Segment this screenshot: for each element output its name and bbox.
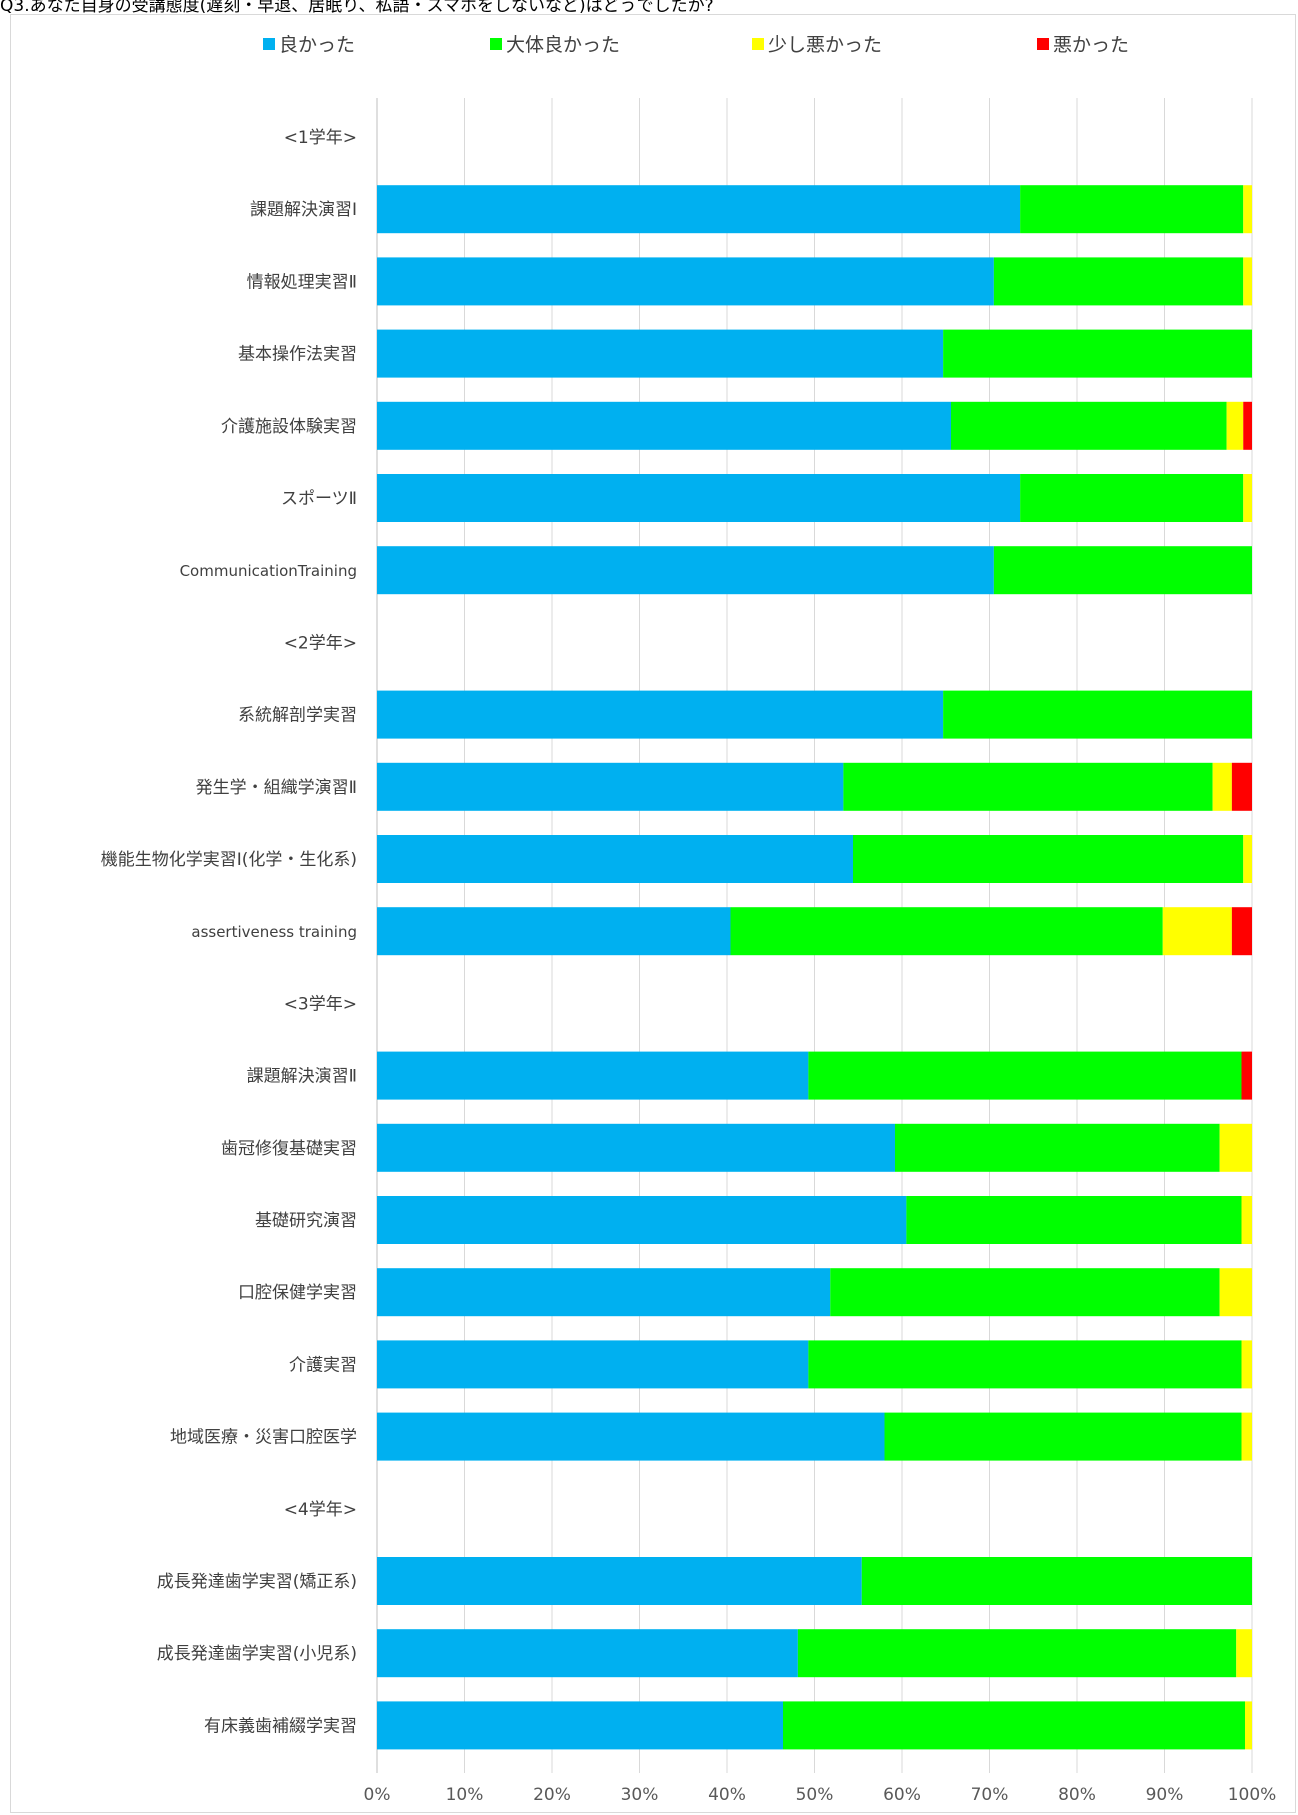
category-label: <1学年> [284,128,357,148]
bar-segment [808,1340,1241,1388]
bar-segment [1020,185,1243,233]
bar-segment [377,1124,895,1172]
bar-segment [1243,402,1252,450]
x-tick-label: 50% [796,1785,834,1805]
bar-segment [377,1340,808,1388]
category-label: assertiveness training [191,923,357,941]
bar-segment [895,1124,1220,1172]
category-label: スポーツⅡ [281,489,357,509]
bar-segment [377,1196,906,1244]
category-label: 課題解決演習Ⅰ [250,200,357,220]
bar-segment [377,1052,808,1100]
category-label: 成長発達歯学実習(小児系) [157,1644,357,1664]
x-tick-label: 30% [621,1785,659,1805]
x-tick-label: 90% [1146,1785,1184,1805]
x-tick-label: 40% [708,1785,746,1805]
bar-segment [377,1557,862,1605]
bar-segment [377,835,853,883]
bar-segment [885,1413,1242,1461]
bar-segment [1242,1196,1253,1244]
x-tick-label: 0% [364,1785,391,1805]
x-tick-label: 70% [971,1785,1009,1805]
legend-swatch [752,38,764,50]
bar-segment [1243,185,1252,233]
category-label: <4学年> [284,1500,357,1520]
category-label: 歯冠修復基礎実習 [221,1139,357,1159]
category-label: 介護施設体験実習 [221,417,357,437]
bar-segment [377,402,951,450]
bar-segment [377,330,943,378]
bar-segment [994,546,1252,594]
bar-segment [377,763,843,811]
bar-segment [1243,474,1252,522]
category-label: 有床義歯補綴学実習 [204,1716,357,1736]
bar-segment [1243,257,1252,305]
legend-label: 少し悪かった [768,34,882,56]
bar-segment [853,835,1243,883]
bar-segment [377,691,943,739]
legend-label: 大体良かった [506,34,620,56]
legend-label: 悪かった [1053,34,1129,56]
bar-segment [377,1268,830,1316]
bar-segment [377,1629,798,1677]
bar-segment [377,1701,783,1749]
category-label: 機能生物化学実習Ⅰ(化学・生化系) [101,850,357,870]
bar-segment [377,257,994,305]
bar-segment [951,402,1227,450]
legend-swatch [1037,38,1049,50]
bar-segment [1220,1268,1252,1316]
category-label: 基礎研究演習 [255,1211,357,1231]
legend-swatch [263,38,275,50]
category-label: <2学年> [284,633,357,653]
bar-segment [731,907,1163,955]
category-label: 口腔保健学実習 [238,1283,357,1303]
category-label: 課題解決演習Ⅱ [247,1067,357,1087]
bar-segment [377,185,1020,233]
bar-segment [943,691,1252,739]
category-label: 情報処理実習Ⅱ [247,272,357,292]
bar-segment [943,330,1252,378]
category-label: 介護実習 [289,1355,357,1375]
bar-segment [1232,907,1252,955]
bar-segment [1243,835,1252,883]
bar-segment [843,763,1212,811]
x-tick-label: 10% [446,1785,484,1805]
bar-segment [1227,402,1244,450]
bar-segment [906,1196,1241,1244]
bar-segment [1232,763,1252,811]
bar-segment [808,1052,1241,1100]
bar-segment [1236,1629,1252,1677]
bar-segment [1242,1052,1253,1100]
legend-swatch [490,38,502,50]
bar-segment [1163,907,1232,955]
bar-segment [1242,1340,1253,1388]
bar-segment [783,1701,1245,1749]
category-label: 系統解剖学実習 [238,706,357,726]
bar-segment [830,1268,1219,1316]
bar-segment [1245,1701,1252,1749]
category-label: 成長発達歯学実習(矯正系) [157,1572,357,1592]
category-label: 地域医療・災害口腔医学 [170,1428,357,1448]
bar-segment [862,1557,1252,1605]
bar-segment [377,907,731,955]
x-tick-label: 20% [533,1785,571,1805]
bar-segment [1020,474,1243,522]
category-label: CommunicationTraining [180,562,357,580]
category-label: 発生学・組織学演習Ⅱ [196,778,357,798]
x-tick-label: 60% [883,1785,921,1805]
bar-segment [1220,1124,1252,1172]
bar-segment [1213,763,1232,811]
x-tick-label: 80% [1058,1785,1096,1805]
bar-segment [377,1413,885,1461]
legend-label: 良かった [279,34,355,56]
category-label: 基本操作法実習 [238,345,357,365]
bar-segment [1242,1413,1253,1461]
category-label: <3学年> [284,994,357,1014]
bar-segment [377,546,994,594]
bar-segment [798,1629,1236,1677]
bar-segment [994,257,1243,305]
x-tick-label: 100% [1228,1785,1277,1805]
bar-segment [377,474,1020,522]
